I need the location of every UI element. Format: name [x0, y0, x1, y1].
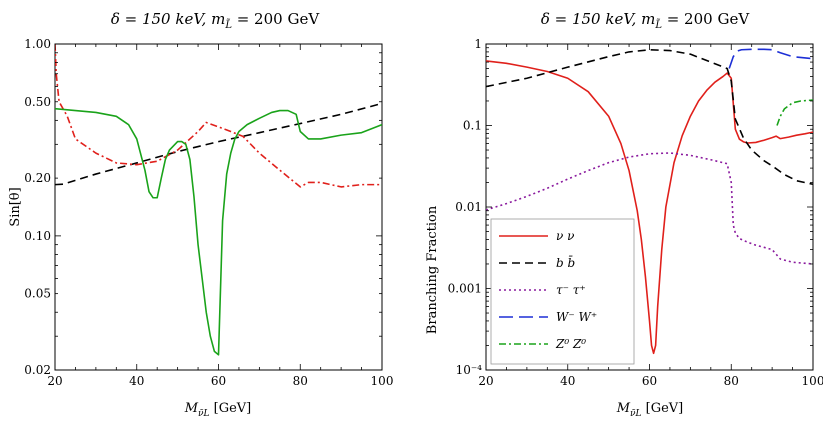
left-ytick-label: 0.02	[24, 363, 51, 377]
legend-label-0: ν ν	[556, 229, 574, 243]
left-ytick-label: 1.00	[24, 37, 51, 51]
right-ytick-label: 1	[474, 37, 482, 51]
right-xtick-label: 80	[724, 374, 739, 388]
legend-frame	[490, 218, 635, 365]
right-panel: δ = 150 keV, mL̃ = 200 GeV 10⁻⁴ 0.001 0.01…	[425, 10, 823, 419]
left-ytick-label: 0.05	[24, 287, 51, 301]
legend: ν ν b b̄ τ⁻ τ⁺ W⁻ W⁺ Z⁰ Z⁰	[490, 218, 635, 365]
left-title: δ = 150 keV, mL̃ = 200 GeV	[111, 10, 320, 31]
right-series-group	[486, 48, 813, 355]
right-series-line-2	[486, 152, 813, 265]
left-ytick-label: 0.20	[24, 171, 51, 185]
right-series-line-3	[728, 48, 813, 69]
right-ytick-label: 0.01	[455, 200, 482, 214]
left-ticks-group: 0.02 0.05 0.10 0.20 0.50 1.00 20 40 60 80 100	[24, 37, 393, 388]
right-xtick-label: 60	[642, 374, 657, 388]
left-ytick-label: 0.10	[24, 229, 51, 243]
legend-label-1: b b̄	[556, 254, 575, 270]
left-xlabel: Mν̃L [GeV]	[184, 401, 252, 419]
legend-label-4: Z⁰ Z⁰	[555, 337, 586, 351]
right-ytick-label: 0.1	[463, 119, 482, 133]
left-series-group	[55, 44, 382, 356]
legend-items: ν ν b b̄ τ⁻ τ⁺ W⁻ W⁺ Z⁰ Z⁰	[499, 229, 597, 351]
legend-label-3: W⁻ W⁺	[556, 310, 597, 324]
left-xtick-label: 100	[371, 374, 394, 388]
right-ylabel: Branching Fraction	[425, 205, 440, 334]
right-series-line-4	[776, 99, 813, 126]
right-ytick-label: 0.001	[448, 282, 482, 296]
right-xlabel: Mν̃L [GeV]	[616, 401, 684, 419]
right-xtick-label: 40	[560, 374, 575, 388]
left-series-line-1	[55, 44, 382, 188]
right-series-line-0	[486, 60, 813, 355]
right-xtick-label: 100	[802, 374, 823, 388]
left-xtick-label: 80	[293, 374, 308, 388]
right-ticks-group: 10⁻⁴ 0.001 0.01 0.1 1 20 40 60 80 100	[448, 37, 823, 388]
right-title: δ = 150 keV, mL̃ = 200 GeV	[541, 10, 750, 31]
right-series-line-1	[486, 48, 813, 186]
left-plot-frame	[54, 43, 383, 371]
left-series-line-2	[55, 107, 382, 356]
left-panel: δ = 150 keV, mL̃ = 200 GeV 0.020.050.100…	[8, 10, 393, 419]
left-ylabel: Sin[θ]	[8, 187, 23, 226]
left-xtick-label: 40	[129, 374, 144, 388]
left-ytick-label: 0.50	[24, 95, 51, 109]
left-xtick-label: 60	[211, 374, 226, 388]
right-xtick-label: 20	[478, 374, 493, 388]
left-series-line-0	[55, 102, 382, 186]
left-xtick-label: 20	[47, 374, 62, 388]
right-ytick-label: 10⁻⁴	[456, 363, 483, 377]
legend-label-2: τ⁻ τ⁺	[556, 283, 586, 297]
